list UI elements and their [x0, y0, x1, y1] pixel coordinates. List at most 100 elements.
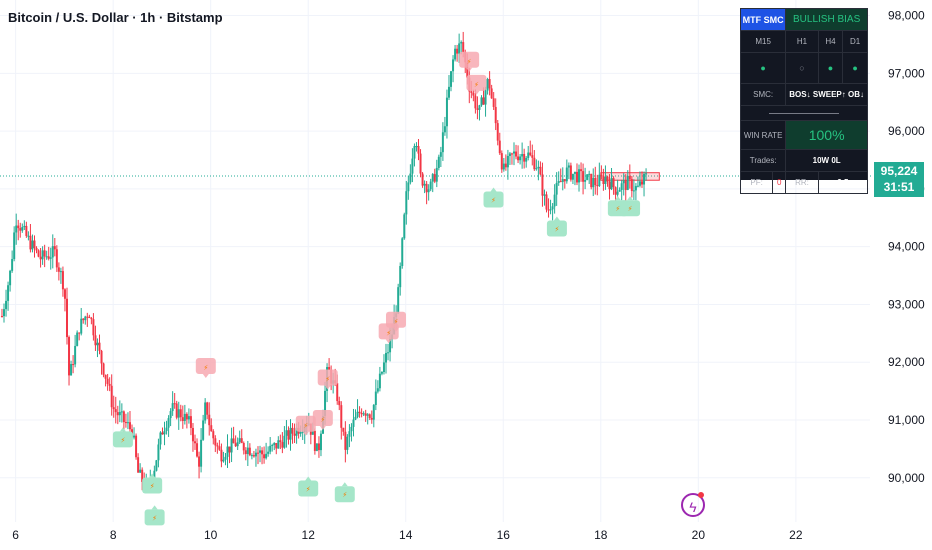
- candle-body: [236, 442, 239, 447]
- candle-body: [541, 174, 544, 196]
- candle-body: [344, 431, 347, 450]
- candle-body: [561, 179, 564, 182]
- candle-body: [354, 416, 357, 420]
- candle-body: [281, 442, 284, 448]
- candle-body: [421, 173, 424, 186]
- winrate-label: WIN RATE: [739, 120, 787, 150]
- candle-body: [112, 407, 115, 410]
- candle-body: [415, 146, 418, 148]
- y-axis[interactable]: 98,00097,00096,00095,00094,00093,00092,0…: [888, 9, 925, 485]
- sell-signal-marker[interactable]: [459, 51, 480, 68]
- smc-ob: OB↓: [848, 90, 864, 99]
- bolt-icon[interactable]: ϟ: [681, 493, 705, 517]
- bolt-icon: ⚡: [386, 329, 391, 337]
- tf-label-d1: D1: [842, 30, 868, 53]
- candle-body: [362, 413, 365, 415]
- candle-body: [102, 363, 105, 375]
- candle-body: [106, 378, 109, 384]
- candle-body: [248, 447, 251, 456]
- candle-body: [179, 409, 182, 418]
- buy-signal-marker[interactable]: [620, 200, 641, 217]
- candle-body: [510, 153, 513, 155]
- candle-body: [474, 95, 477, 109]
- candle-body: [37, 250, 40, 257]
- candle-body: [425, 183, 428, 193]
- candle-body: [563, 179, 566, 182]
- buy-signal-marker[interactable]: [334, 486, 355, 503]
- rr-label: RR:: [785, 171, 819, 194]
- candle-body: [315, 443, 318, 451]
- bolt-icon: ⚡: [554, 225, 559, 233]
- candle-body: [482, 97, 485, 105]
- candle-body: [222, 459, 225, 462]
- candle-body: [364, 413, 367, 416]
- buy-marker-pointer: [553, 216, 560, 221]
- candle-body: [378, 373, 381, 389]
- candle-body: [104, 374, 107, 379]
- sell-signal-marker[interactable]: [317, 369, 338, 386]
- candle-body: [624, 180, 627, 190]
- candle-body: [346, 436, 349, 450]
- x-tick-label: 14: [399, 528, 413, 542]
- candle-body: [27, 235, 30, 237]
- candle-body: [614, 187, 617, 195]
- candle-body: [604, 176, 607, 184]
- candle-body: [82, 318, 85, 321]
- sell-signal-marker[interactable]: [295, 415, 316, 432]
- candle-body: [472, 92, 475, 96]
- candle-body: [120, 411, 123, 413]
- bolt-icon: ⚡: [150, 483, 155, 491]
- candle-body: [94, 335, 97, 346]
- last-price-value: 95,224: [880, 164, 918, 178]
- candle-body: [230, 438, 233, 453]
- candle-body: [271, 445, 274, 447]
- candle-body: [616, 191, 619, 195]
- candle-body: [409, 173, 412, 183]
- candle-body: [596, 185, 599, 187]
- buy-signal-marker[interactable]: [298, 480, 319, 497]
- sell-marker-pointer: [466, 67, 473, 72]
- candle-body: [275, 442, 278, 449]
- candle-body: [382, 362, 385, 373]
- sell-signal-marker[interactable]: [466, 74, 487, 91]
- candle-body: [244, 450, 247, 455]
- smc-values: BOS↓ SWEEP↑ OB↓: [785, 83, 868, 106]
- candle-body: [620, 183, 623, 190]
- candle-body: [124, 422, 127, 424]
- buy-marker-pointer: [490, 187, 497, 192]
- buy-signal-marker[interactable]: [144, 509, 165, 526]
- buy-signal-marker[interactable]: [142, 477, 163, 494]
- candle-body: [328, 367, 331, 370]
- candle-body: [283, 435, 286, 448]
- candle-body: [512, 151, 515, 154]
- buy-signal-marker[interactable]: [546, 220, 567, 237]
- candle-body: [218, 446, 221, 450]
- candle-body: [84, 316, 87, 321]
- tf-state-d1: ●: [842, 52, 868, 84]
- candle-body: [634, 186, 637, 191]
- candle-body: [417, 146, 420, 154]
- pf-label: PF:: [739, 171, 774, 194]
- buy-marker-pointer: [614, 196, 621, 201]
- buy-signal-marker[interactable]: [112, 431, 133, 448]
- candle-body: [559, 181, 562, 183]
- candle-body: [9, 270, 12, 286]
- sell-signal-marker[interactable]: [195, 358, 216, 374]
- panel-divider: [740, 105, 868, 121]
- x-axis[interactable]: 6 8 10 12 14 16 18 20 22: [12, 528, 803, 542]
- candle-body: [551, 206, 554, 210]
- sell-signal-marker[interactable]: [312, 410, 333, 426]
- sell-signal-marker[interactable]: [378, 323, 399, 340]
- candle-body: [299, 432, 302, 434]
- buy-signal-marker[interactable]: [483, 191, 504, 208]
- bolt-icon: ⚡: [491, 197, 496, 205]
- candle-body: [606, 176, 609, 182]
- candle-body: [279, 440, 282, 443]
- candle-body: [224, 456, 227, 460]
- bolt-icon: ⚡: [394, 318, 399, 326]
- candle-body: [543, 194, 546, 196]
- candle-body: [212, 431, 215, 439]
- candle-body: [23, 225, 26, 228]
- candle-body: [517, 156, 520, 161]
